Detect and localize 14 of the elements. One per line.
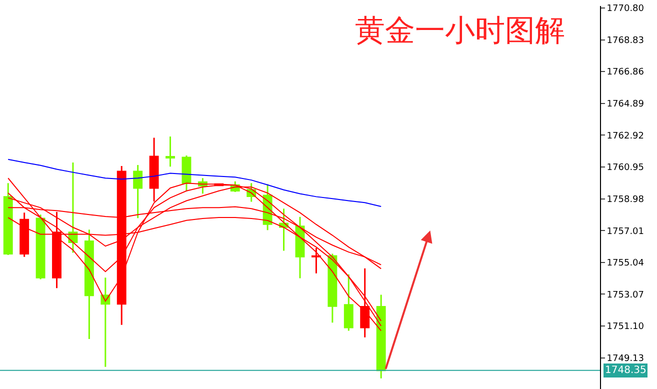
y-tick-label: 1757.01	[606, 226, 644, 237]
y-tick-label: 1753.07	[606, 290, 644, 300]
text: 黄金一小时图解	[355, 14, 565, 48]
y-tick-label: 1751.10	[606, 322, 644, 332]
y-tick-label: 1749.13	[606, 354, 644, 364]
ref-line-label: 1748.35	[605, 365, 646, 376]
y-tick-label: 1770.80	[606, 4, 644, 14]
y-tick-label: 1755.04	[606, 258, 644, 269]
y-tick-label: 1768.83	[606, 36, 644, 46]
y-tick-label: 1760.95	[606, 163, 644, 174]
y-tick-label: 1758.98	[606, 194, 644, 205]
y-tick-label: 1764.89	[606, 100, 644, 110]
y-tick-label: 1766.86	[606, 68, 644, 78]
y-tick-label: 1762.92	[606, 131, 644, 142]
